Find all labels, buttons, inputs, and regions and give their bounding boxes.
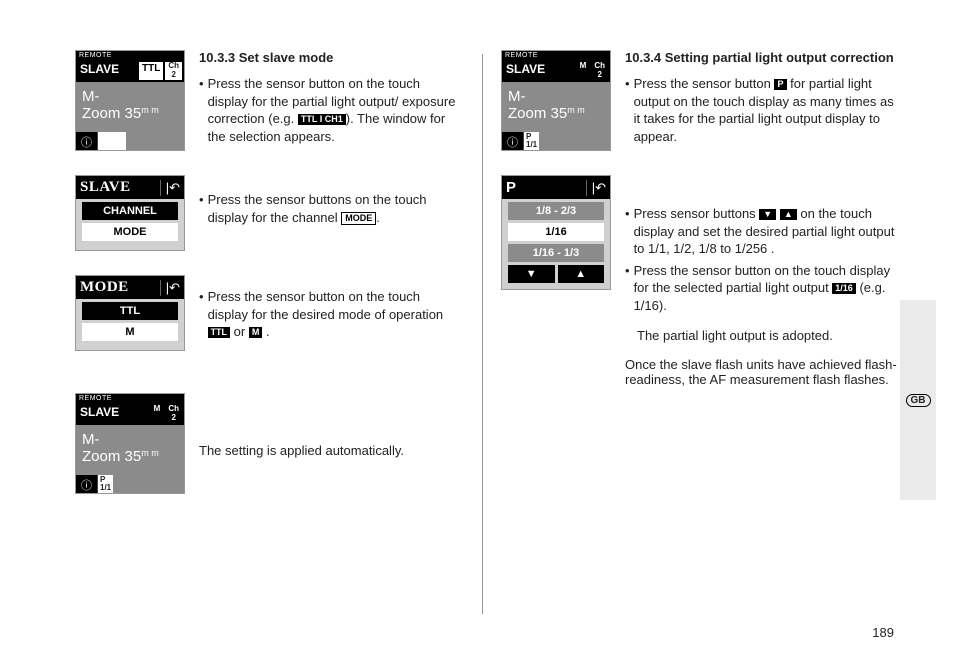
menu-slave: SLAVE |↶ CHANNEL MODE — [75, 175, 185, 251]
chip-m[interactable]: M — [577, 62, 590, 80]
back-icon[interactable]: |↶ — [160, 280, 180, 296]
menu-title: MODE — [80, 279, 129, 296]
lcd-body: M- Zoom 35m m — [76, 425, 184, 476]
para-adopted: The partial light output is adopted. — [625, 328, 900, 343]
chip-ttl: TTL — [208, 327, 231, 338]
info-icon[interactable]: ⓘ — [76, 475, 98, 493]
menu-mode: MODE |↶ TTL M — [75, 275, 185, 351]
chip-channel[interactable]: Ch 2 — [165, 405, 182, 423]
chip-channel[interactable]: Ch 2 — [165, 62, 182, 80]
bullet-r1: • Press the sensor button P for partial … — [625, 75, 900, 145]
lcd-panel-slave-m: REMOTE SLAVE M Ch 2 M- Zoom 35m m — [75, 393, 185, 494]
para-flash-ready: Once the slave flash units have achieved… — [625, 357, 900, 387]
left-panels: REMOTE SLAVE TTL Ch 2 M- Zoom 35m m — [75, 50, 187, 614]
chip-m[interactable]: M — [151, 405, 164, 423]
right-column-group: REMOTE SLAVE M Ch 2 M- Zoom 35m m — [501, 50, 900, 614]
para-auto-apply: The setting is applied automatically. — [199, 443, 464, 458]
bullet-3: • Press the sensor button on the touch d… — [199, 288, 464, 341]
arrow-down-button[interactable]: ▼ — [508, 265, 555, 283]
info-icon[interactable]: ⓘ — [76, 132, 98, 150]
left-text: 10.3.3 Set slave mode • Press the sensor… — [199, 50, 464, 614]
ratio-label: 1/1 — [100, 484, 111, 492]
chip-m: M — [249, 327, 263, 338]
remote-label: REMOTE — [76, 394, 115, 403]
menu-title: SLAVE — [80, 179, 131, 196]
slave-label: SLAVE — [76, 403, 151, 425]
lcd-panel-right: REMOTE SLAVE M Ch 2 M- Zoom 35m m — [501, 50, 611, 151]
lcd-body: M- Zoom 35m m — [76, 82, 184, 133]
left-column-group: REMOTE SLAVE TTL Ch 2 M- Zoom 35m m — [75, 50, 464, 614]
right-text: 10.3.4 Setting partial light output corr… — [625, 50, 900, 614]
section-heading: 10.3.4 Setting partial light output corr… — [625, 50, 900, 65]
arrow-up-button[interactable]: ▲ — [558, 265, 605, 283]
menu-opt-mode[interactable]: MODE — [82, 223, 178, 241]
chip-ratio: 1/16 — [832, 283, 856, 294]
slave-label: SLAVE — [76, 60, 139, 82]
menu-opt-1[interactable]: 1/8 - 2/3 — [508, 202, 604, 220]
info-icon[interactable]: ⓘ — [502, 132, 524, 150]
language-tab: GB — [900, 300, 936, 500]
bullet-r3: • Press the sensor button on the touch d… — [625, 262, 900, 315]
section-heading: 10.3.3 Set slave mode — [199, 50, 464, 65]
chip-ttl[interactable]: TTL — [139, 62, 163, 80]
chip-mode: MODE — [341, 212, 376, 225]
menu-title: P — [506, 179, 517, 196]
bullet-1: • Press the sensor button on the touch d… — [199, 75, 464, 145]
chip-p: P — [774, 79, 786, 90]
chip-channel[interactable]: Ch 2 — [591, 62, 608, 80]
remote-label: REMOTE — [502, 51, 541, 60]
menu-opt-3[interactable]: 1/16 - 1/3 — [508, 244, 604, 262]
down-arrow-icon: ▼ — [759, 209, 776, 220]
back-icon[interactable]: |↶ — [586, 180, 606, 196]
menu-partial-output: P |↶ 1/8 - 2/3 1/16 1/16 - 1/3 ▼ ▲ — [501, 175, 611, 290]
menu-opt-m[interactable]: M — [82, 323, 178, 341]
bullet-2: • Press the sensor buttons on the touch … — [199, 191, 464, 226]
bottom-white-area — [98, 132, 126, 150]
remote-label: REMOTE — [76, 51, 115, 60]
menu-opt-channel[interactable]: CHANNEL — [82, 202, 178, 220]
slave-label: SLAVE — [502, 60, 577, 82]
up-arrow-icon: ▲ — [780, 209, 797, 220]
back-icon[interactable]: |↶ — [160, 180, 180, 196]
chip-ttl-ch1: TTL I CH1 — [298, 114, 346, 125]
bullet-r2: • Press sensor buttons ▼ ▲ on the touch … — [625, 205, 900, 258]
page-number: 189 — [872, 625, 894, 640]
manual-page: REMOTE SLAVE TTL Ch 2 M- Zoom 35m m — [0, 0, 954, 654]
ratio-label: 1/1 — [526, 141, 537, 149]
menu-opt-2[interactable]: 1/16 — [508, 223, 604, 241]
column-divider — [482, 54, 483, 614]
right-panels: REMOTE SLAVE M Ch 2 M- Zoom 35m m — [501, 50, 613, 614]
lcd-body: M- Zoom 35m m — [502, 82, 610, 133]
menu-opt-ttl[interactable]: TTL — [82, 302, 178, 320]
lcd-panel-slave-ttl: REMOTE SLAVE TTL Ch 2 M- Zoom 35m m — [75, 50, 185, 151]
